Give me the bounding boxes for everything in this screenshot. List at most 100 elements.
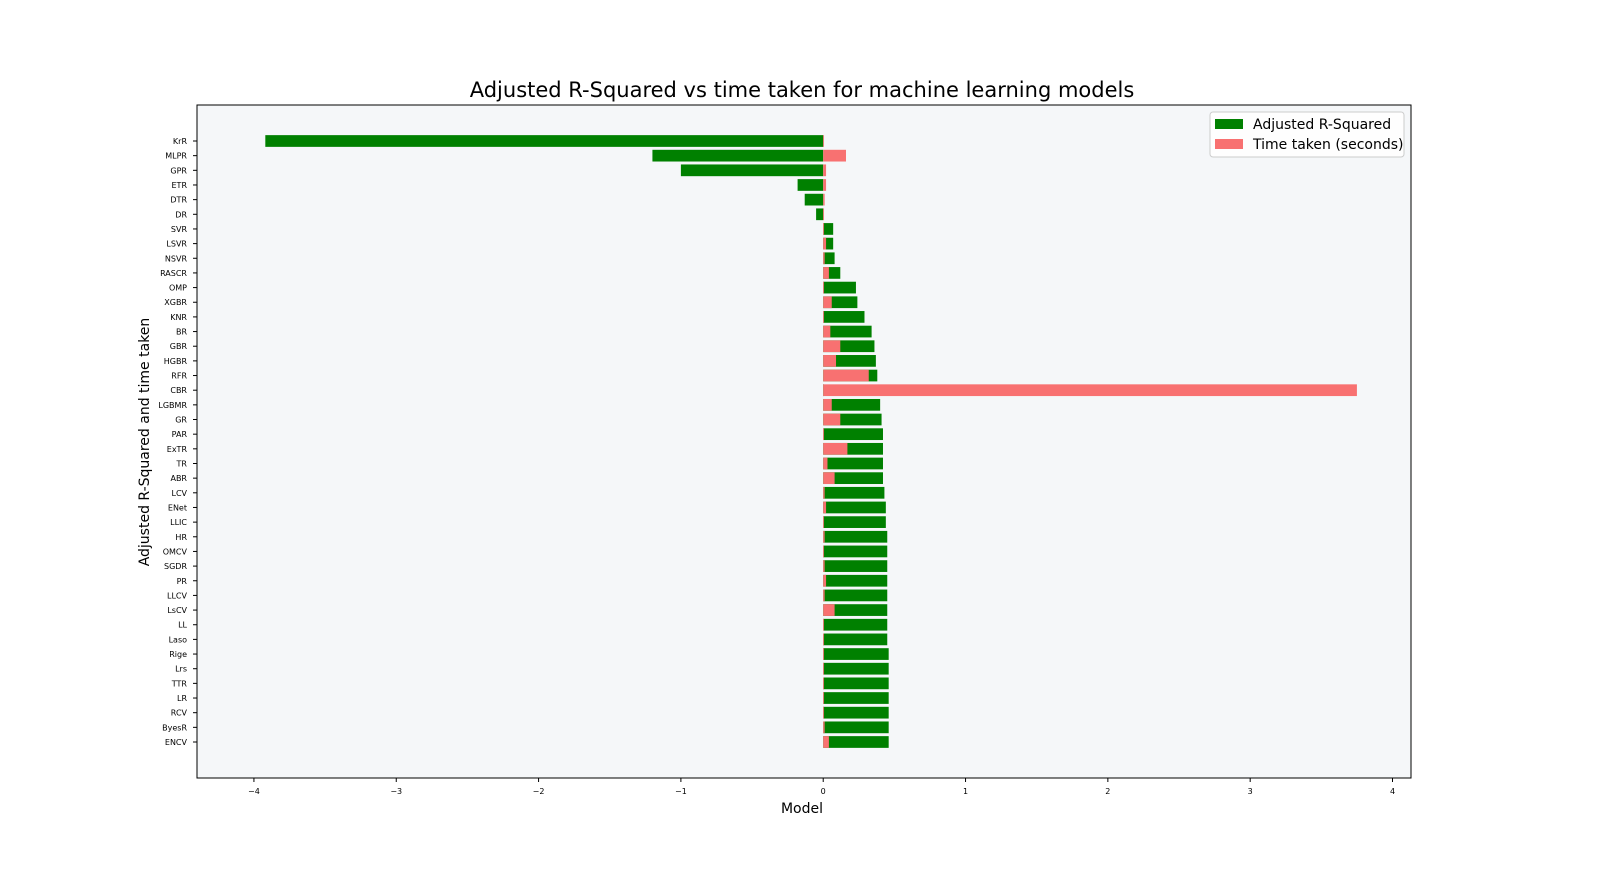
bar-time-taken-lrs: [823, 662, 825, 675]
x-axis-label: Model: [781, 801, 823, 817]
bar-time-taken-abr: [823, 472, 835, 485]
y-axis: KrR MLPR GPR ETR DTR DR SVR LSVR NSVR RASCR OMP XGB…: [158, 137, 197, 747]
y-tick-label: BR: [176, 328, 187, 337]
x-tick-label: −4: [248, 787, 260, 796]
y-tick-label: RCV: [171, 709, 188, 718]
bar-adjusted-r-squared-gr: [823, 413, 882, 426]
y-tick-label: HR: [175, 533, 187, 542]
y-tick-label: TTR: [171, 679, 188, 688]
y-tick-label: LR: [177, 694, 187, 703]
y-tick-label: PAR: [172, 430, 188, 439]
y-tick-label: LLIC: [170, 518, 187, 527]
y-tick-label: ABR: [170, 474, 187, 483]
y-tick-label: LSVR: [166, 240, 187, 249]
bar-adjusted-r-squared-ttr: [823, 677, 889, 690]
bar-time-taken-lgbmr: [823, 398, 832, 411]
y-tick-label: LCV: [171, 489, 187, 498]
bar-adjusted-r-squared-lcv: [823, 486, 885, 499]
bar-time-taken-omp: [823, 281, 825, 294]
bar-time-taken-nsvr: [823, 252, 825, 265]
bar-adjusted-r-squared-gpr: [680, 164, 824, 177]
bar-adjusted-r-squared-lgbmr: [823, 398, 881, 411]
bar-adjusted-r-squared-br: [823, 325, 872, 338]
bar-time-taken-br: [823, 325, 831, 338]
bar-adjusted-r-squared-par: [823, 428, 883, 441]
bar-adjusted-r-squared-rcv: [823, 706, 889, 719]
y-tick-label: ByesR: [162, 723, 187, 732]
bar-adjusted-r-squared-byesr: [823, 721, 889, 734]
bar-adjusted-r-squared-etr: [797, 179, 824, 191]
y-tick-label: DR: [175, 210, 187, 219]
y-axis-label: Adjusted R-Squared and time taken: [137, 318, 153, 567]
bar-time-taken-par: [823, 428, 825, 441]
y-tick-label: MLPR: [165, 152, 187, 161]
y-tick-label: XGBR: [164, 298, 187, 307]
bar-adjusted-r-squared-ll: [823, 618, 888, 631]
bar-time-taken-rcv: [823, 706, 825, 719]
y-tick-label: Rige: [169, 650, 187, 659]
bar-adjusted-r-squared-omcv: [823, 545, 888, 558]
x-tick-label: 3: [1248, 787, 1253, 796]
bars-group: [265, 135, 1357, 748]
y-tick-label: TR: [176, 459, 188, 468]
bar-adjusted-r-squared-knr: [823, 311, 865, 323]
bar-time-taken-extr: [823, 442, 848, 455]
plot-area: [197, 105, 1411, 778]
bar-time-taken-xgbr: [823, 296, 832, 309]
bar-adjusted-r-squared-hgbr: [823, 355, 876, 367]
plot-frame: [196, 104, 1412, 779]
y-tick-label: HGBR: [164, 357, 188, 366]
bar-time-taken-llic: [823, 516, 825, 528]
bar-time-taken-ll: [823, 618, 825, 631]
bar-adjusted-r-squared-lscv: [823, 604, 888, 616]
bar-adjusted-r-squared-dtr: [804, 193, 824, 206]
y-tick-label: GBR: [170, 342, 188, 351]
bar-adjusted-r-squared-mlpr: [652, 149, 824, 162]
y-tick-label: RASCR: [160, 269, 187, 278]
bar-adjusted-r-squared-svr: [823, 223, 834, 235]
bar-time-taken-byesr: [823, 721, 825, 734]
y-tick-label: GPR: [170, 166, 187, 175]
y-tick-label: LLCV: [167, 591, 188, 600]
bar-adjusted-r-squared-gbr: [823, 340, 875, 353]
bar-time-taken-laso: [823, 633, 825, 646]
y-tick-label: OMCV: [163, 547, 188, 556]
legend-box: [1209, 111, 1405, 158]
bar-time-taken-svr: [823, 223, 825, 235]
bar-adjusted-r-squared-extr: [823, 442, 883, 455]
y-tick-label: SGDR: [164, 562, 187, 571]
bar-time-taken-etr: [823, 179, 827, 191]
x-tick-label: 1: [963, 787, 968, 796]
bar-time-taken-lr: [823, 692, 825, 704]
x-tick-label: −3: [390, 787, 402, 796]
bar-adjusted-r-squared-encv: [823, 736, 889, 748]
bar-adjusted-r-squared-pr: [823, 574, 888, 587]
bar-time-taken-mlpr: [823, 149, 846, 162]
bar-time-taken-hr: [823, 530, 825, 543]
bar-time-taken-gpr: [823, 164, 827, 177]
bar-time-taken-dtr: [823, 193, 825, 206]
legend-swatch-adjusted-r-squared: [1215, 119, 1243, 129]
y-tick-label: LGBMR: [158, 401, 187, 410]
bar-time-taken-lcv: [823, 486, 825, 499]
bar-time-taken-rascr: [823, 267, 829, 279]
y-tick-label: ExTR: [167, 445, 188, 454]
bar-adjusted-r-squared-krr: [265, 135, 824, 147]
bar-time-taken-enet: [823, 501, 827, 514]
bar-time-taken-rfr: [823, 369, 869, 382]
y-tick-label: NSVR: [165, 254, 188, 263]
bar-time-taken-pr: [823, 574, 827, 587]
bar-time-taken-dr: [823, 208, 825, 221]
y-tick-label: GR: [175, 416, 187, 425]
legend-label-time-taken: Time taken (seconds): [1252, 137, 1403, 153]
bar-adjusted-r-squared-rige: [823, 648, 889, 660]
y-tick-label: SVR: [171, 225, 188, 234]
y-tick-label: RFR: [171, 372, 187, 381]
y-tick-label: ENCV: [165, 738, 188, 747]
y-tick-label: KrR: [173, 137, 188, 146]
chart-title: Adjusted R-Squared vs time taken for mac…: [470, 78, 1135, 102]
y-tick-label: CBR: [170, 386, 187, 395]
x-tick-label: 2: [1105, 787, 1110, 796]
bar-time-taken-llcv: [823, 589, 825, 602]
